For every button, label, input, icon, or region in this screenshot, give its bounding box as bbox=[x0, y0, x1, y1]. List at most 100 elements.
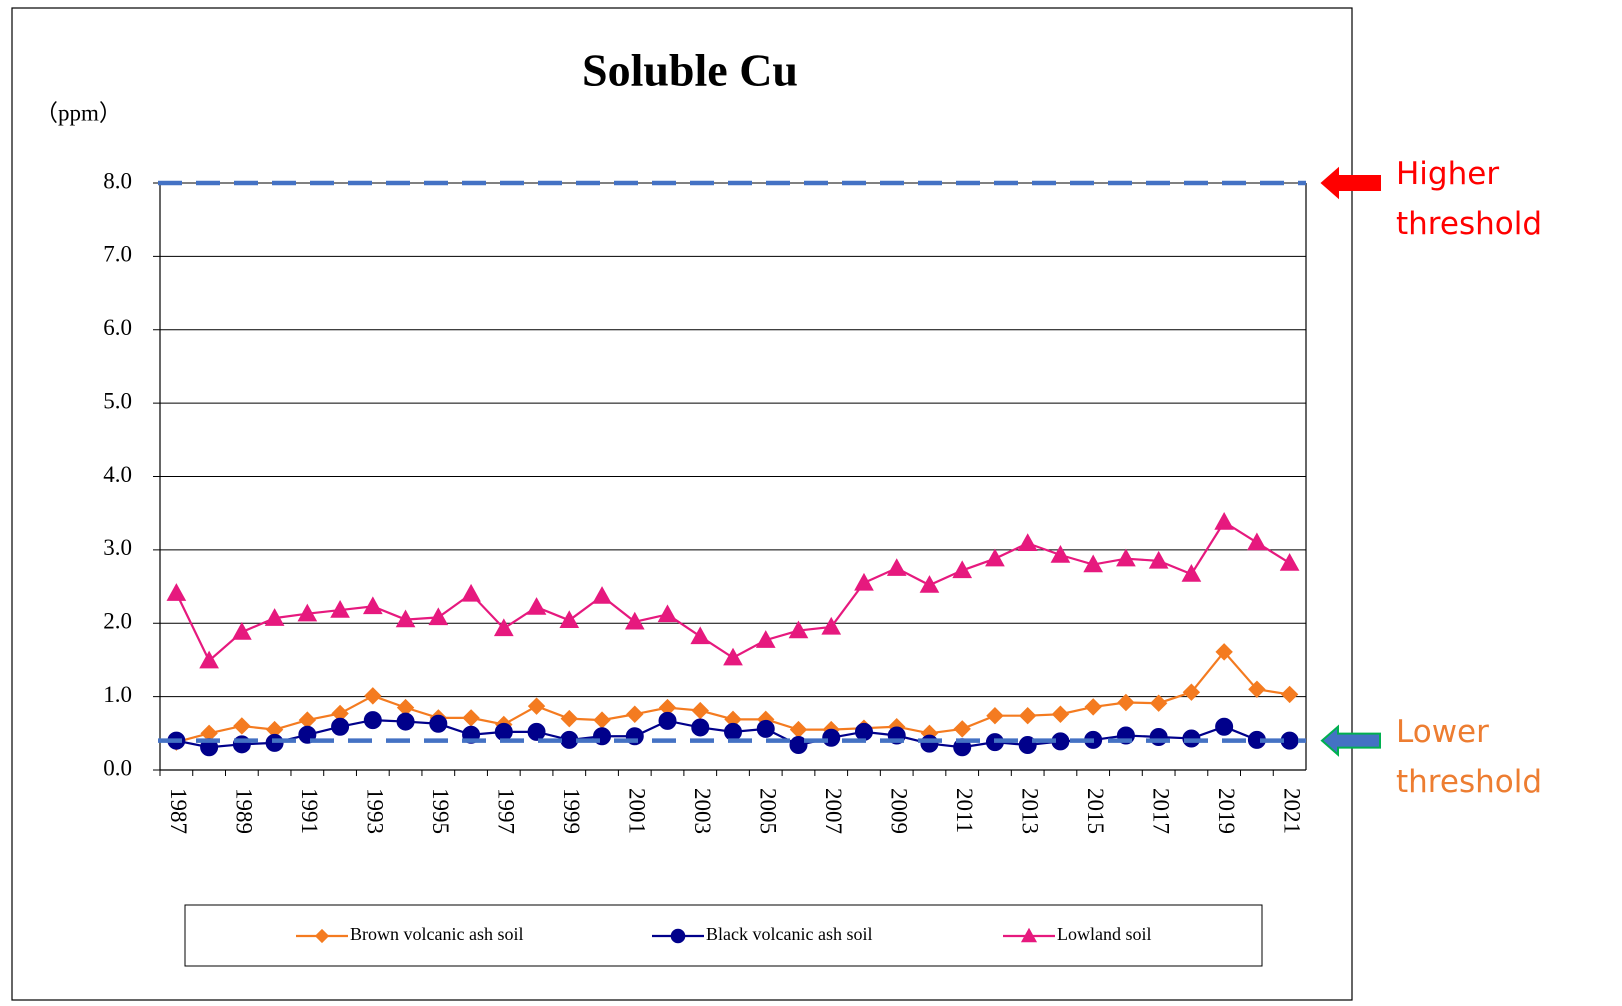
marker bbox=[527, 697, 546, 715]
y-tick-label: 0.0 bbox=[103, 755, 132, 780]
threshold-label: Lower threshold bbox=[1396, 713, 1542, 800]
marker bbox=[199, 650, 219, 669]
marker bbox=[560, 730, 579, 749]
marker bbox=[331, 717, 350, 736]
series bbox=[166, 511, 1300, 669]
marker bbox=[1148, 550, 1169, 569]
x-tick-label: 2001 bbox=[624, 788, 649, 834]
marker bbox=[1083, 554, 1104, 573]
marker bbox=[166, 583, 187, 601]
threshold-arrow bbox=[1320, 166, 1381, 200]
marker bbox=[396, 712, 415, 731]
y-tick-label: 5.0 bbox=[103, 388, 132, 413]
marker bbox=[985, 548, 1005, 567]
marker bbox=[1215, 717, 1234, 736]
x-tick-label: 1997 bbox=[494, 788, 519, 834]
marker bbox=[724, 722, 742, 741]
marker bbox=[821, 616, 842, 635]
marker bbox=[1017, 533, 1038, 551]
marker bbox=[330, 600, 350, 618]
marker bbox=[1214, 511, 1234, 530]
marker bbox=[690, 626, 711, 645]
x-tick-label: 2021 bbox=[1279, 788, 1304, 834]
legend-box bbox=[184, 904, 1263, 967]
y-tick-label: 6.0 bbox=[103, 315, 132, 340]
x-tick-label: 2009 bbox=[886, 788, 911, 834]
marker bbox=[362, 596, 383, 615]
marker bbox=[919, 575, 940, 593]
marker bbox=[364, 687, 382, 705]
x-tick-label: 2019 bbox=[1214, 788, 1239, 834]
marker bbox=[297, 603, 318, 622]
marker bbox=[428, 607, 449, 626]
legend-label: Lowland soil bbox=[1057, 924, 1152, 944]
x-tick-label: 1987 bbox=[166, 788, 191, 834]
legend-entry: Black volcanic ash soil bbox=[652, 924, 872, 944]
x-tick-label: 2015 bbox=[1083, 788, 1108, 834]
marker bbox=[755, 630, 776, 648]
x-tick-label: 1995 bbox=[428, 788, 453, 834]
x-tick-label: 2007 bbox=[821, 788, 846, 834]
marker bbox=[363, 711, 382, 730]
x-tick-label: 2013 bbox=[1017, 788, 1042, 834]
marker bbox=[1018, 706, 1037, 725]
marker bbox=[854, 722, 873, 741]
marker bbox=[1084, 698, 1102, 716]
marker bbox=[592, 586, 612, 604]
marker bbox=[789, 736, 808, 755]
x-tick-label: 2017 bbox=[1148, 788, 1173, 834]
marker bbox=[395, 609, 416, 628]
legend-marker bbox=[1020, 927, 1038, 943]
x-tick-label: 2003 bbox=[690, 788, 715, 834]
marker bbox=[854, 572, 874, 591]
marker bbox=[560, 709, 578, 728]
marker bbox=[822, 728, 841, 747]
marker bbox=[920, 734, 939, 753]
y-tick-label: 4.0 bbox=[103, 462, 132, 487]
threshold-label: Higher threshold bbox=[1396, 156, 1542, 242]
threshold-arrow bbox=[1320, 724, 1381, 757]
marker bbox=[788, 620, 809, 639]
x-tick-label: 1991 bbox=[297, 788, 322, 834]
marker bbox=[886, 558, 907, 576]
marker bbox=[756, 719, 775, 738]
y-tick-label: 8.0 bbox=[103, 168, 132, 193]
marker bbox=[461, 583, 481, 602]
marker bbox=[626, 705, 644, 723]
y-tick-label: 3.0 bbox=[103, 535, 132, 560]
x-tick-label: 1999 bbox=[559, 788, 584, 834]
chart-title: Soluble Cu bbox=[582, 45, 798, 96]
marker bbox=[1247, 532, 1267, 551]
marker bbox=[527, 722, 546, 741]
marker bbox=[1117, 693, 1135, 712]
marker bbox=[1279, 553, 1300, 571]
x-tick-label: 1989 bbox=[232, 788, 257, 834]
marker bbox=[232, 622, 252, 640]
marker bbox=[1116, 548, 1136, 567]
legend-entry: Lowland soil bbox=[1003, 924, 1152, 944]
marker bbox=[723, 647, 743, 666]
legend-entry: Brown volcanic ash soil bbox=[296, 924, 523, 944]
marker bbox=[559, 610, 580, 629]
legend-label: Brown volcanic ash soil bbox=[350, 924, 523, 944]
legend-marker bbox=[670, 928, 686, 944]
x-tick-label: 1993 bbox=[363, 788, 388, 834]
marker bbox=[1215, 643, 1233, 661]
x-tick-label: 2005 bbox=[755, 788, 780, 834]
marker bbox=[233, 717, 251, 735]
y-tick-label: 2.0 bbox=[103, 609, 132, 634]
marker bbox=[1149, 727, 1168, 746]
marker bbox=[526, 597, 547, 615]
marker bbox=[1280, 685, 1299, 704]
marker bbox=[1181, 564, 1202, 582]
marker bbox=[952, 560, 973, 579]
y-tick-label: 7.0 bbox=[103, 242, 132, 267]
marker bbox=[493, 618, 514, 637]
marker bbox=[658, 711, 677, 730]
legend-label: Black volcanic ash soil bbox=[706, 924, 872, 944]
marker bbox=[1248, 680, 1266, 698]
marker bbox=[1050, 544, 1071, 563]
marker bbox=[494, 722, 513, 741]
